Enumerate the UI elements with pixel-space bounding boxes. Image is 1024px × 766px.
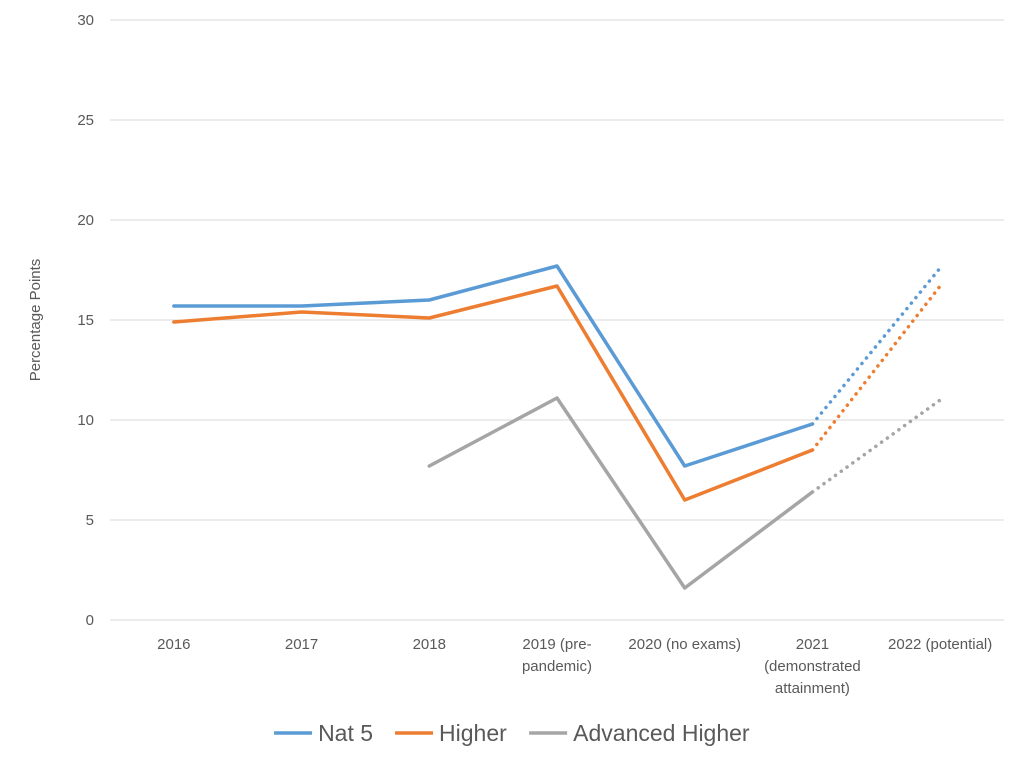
legend-label-1: Higher: [439, 720, 507, 746]
y-tick-label-10: 10: [77, 412, 94, 429]
y-tick-label-15: 15: [77, 312, 94, 329]
series-projection-line-2: [810, 398, 942, 494]
legend-label-2: Advanced Higher: [573, 720, 750, 746]
y-axis-title: Percentage Points: [27, 259, 44, 382]
x-axis-tick-labels: 2016 2017 2018 2019 (pre-pandemic) 2020 (no …: [157, 636, 992, 697]
x-tick-label-5: 2021 (demonstrated attainment): [764, 636, 861, 697]
gridlines: [110, 19, 1004, 621]
y-axis-tick-labels: 0 5 10 15 20 25 30: [77, 12, 94, 629]
y-tick-label-5: 5: [86, 512, 94, 529]
x-tick-label-2: 2018: [413, 636, 446, 653]
series-lines: [172, 264, 942, 590]
y-tick-label-25: 25: [77, 112, 94, 129]
x-tick-label-1: 2017: [285, 636, 318, 653]
x-tick-label-4: 2020 (no exams): [628, 636, 741, 653]
y-tick-label-20: 20: [77, 212, 94, 229]
series-line-0: [172, 264, 815, 468]
legend-label-0: Nat 5: [318, 720, 373, 746]
legend: Nat 5 Higher Advanced Higher: [274, 720, 750, 746]
series-projection-line-0: [810, 266, 942, 426]
y-tick-label-30: 30: [77, 12, 94, 29]
series-line-2: [427, 396, 815, 590]
y-tick-label-0: 0: [86, 612, 94, 629]
series-projection-line-1: [810, 284, 942, 452]
x-tick-label-0: 2016: [157, 636, 190, 653]
x-tick-label-3: 2019 (pre-pandemic): [522, 636, 592, 675]
x-tick-label-6: 2022 (potential): [888, 636, 992, 653]
series-line-1: [172, 284, 815, 502]
